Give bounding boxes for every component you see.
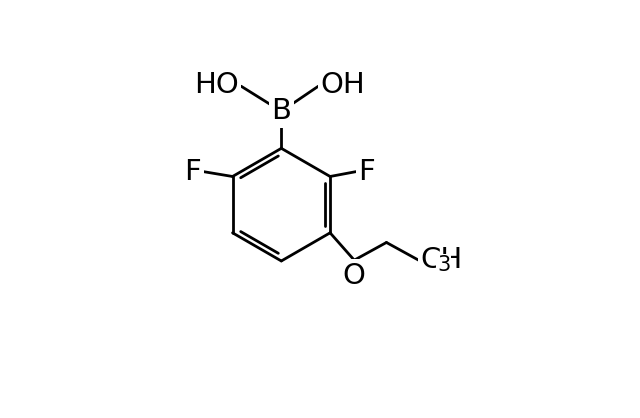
Text: O: O [343, 262, 365, 290]
Text: 3: 3 [437, 255, 450, 275]
Text: OH: OH [320, 71, 365, 99]
Text: B: B [271, 97, 291, 125]
Text: HO: HO [195, 71, 239, 99]
Text: F: F [184, 158, 202, 186]
Text: CH: CH [420, 246, 463, 274]
Text: F: F [358, 158, 375, 186]
